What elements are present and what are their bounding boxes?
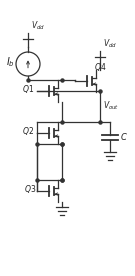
Text: $V_{dd}$: $V_{dd}$ (31, 20, 45, 32)
Text: $C$: $C$ (120, 131, 128, 142)
Text: $Q3$: $Q3$ (24, 183, 36, 195)
Text: $V_{dd}$: $V_{dd}$ (103, 38, 117, 50)
Text: $Q2$: $Q2$ (22, 125, 34, 137)
Text: $V_{out}$: $V_{out}$ (103, 99, 119, 112)
Text: $Q1$: $Q1$ (22, 83, 34, 95)
Text: $I_b$: $I_b$ (6, 55, 15, 69)
Text: $Q4$: $Q4$ (94, 61, 106, 73)
